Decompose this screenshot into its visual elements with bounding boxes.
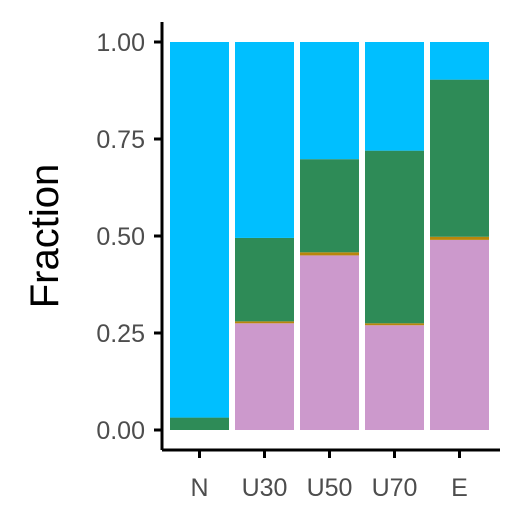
bar-segment-e-2 — [430, 79, 489, 237]
y-tick-label: 0.00 — [96, 417, 145, 445]
y-tick-label: 0.25 — [96, 320, 145, 348]
bar-segment-u30-2 — [235, 237, 294, 322]
x-tick-label: U30 — [242, 474, 288, 502]
x-tick-label: U70 — [372, 474, 418, 502]
x-axis-ticks: N U30 U50 U70 E — [190, 450, 468, 502]
bar-layer — [170, 42, 489, 430]
y-tick-label: 1.00 — [96, 29, 145, 57]
bar-segment-u70-0 — [365, 325, 424, 430]
y-tick-label: 0.50 — [96, 223, 145, 251]
bar-segment-u30-0 — [235, 323, 294, 430]
bar-segment-u50-2 — [300, 159, 359, 253]
bar-segment-u50-1 — [300, 252, 359, 256]
bar-segment-e-1 — [430, 236, 489, 240]
bar-segment-u30-1 — [235, 321, 294, 324]
bar-segment-u50-0 — [300, 255, 359, 430]
bar-segment-n-2 — [170, 417, 229, 430]
y-tick-label: 0.75 — [96, 126, 145, 154]
bar-segment-u30-3 — [235, 42, 294, 238]
x-tick-label: N — [190, 474, 208, 502]
bar-segment-e-3 — [430, 42, 489, 80]
bar-segment-u70-1 — [365, 323, 424, 326]
bar-segment-u70-3 — [365, 42, 424, 151]
bar-segment-u70-2 — [365, 150, 424, 324]
bar-segment-n-3 — [170, 42, 229, 418]
x-tick-label: U50 — [307, 474, 353, 502]
bar-segment-u50-3 — [300, 42, 359, 160]
x-tick-label: E — [451, 474, 468, 502]
bar-segment-e-0 — [430, 239, 489, 430]
y-axis-title: Fraction — [23, 164, 67, 309]
y-axis-ticks: 0.00 0.25 0.50 0.75 1.00 — [96, 29, 162, 445]
